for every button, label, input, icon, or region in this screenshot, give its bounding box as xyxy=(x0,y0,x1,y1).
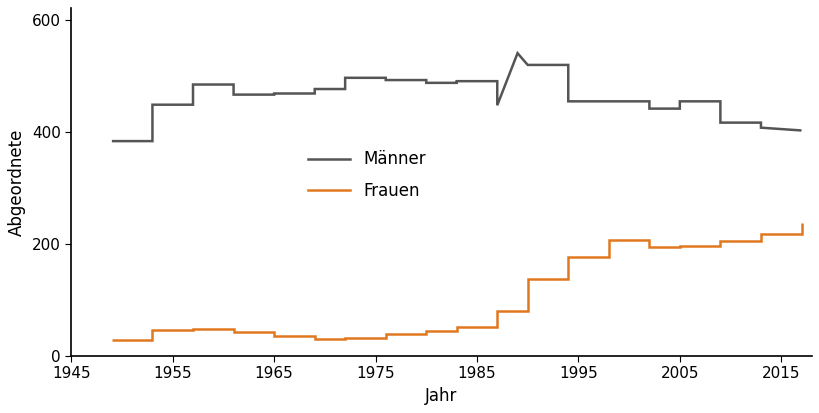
Legend: Männer, Frauen: Männer, Frauen xyxy=(301,144,432,206)
X-axis label: Jahr: Jahr xyxy=(425,387,457,405)
Y-axis label: Abgeordnete: Abgeordnete xyxy=(8,128,26,236)
